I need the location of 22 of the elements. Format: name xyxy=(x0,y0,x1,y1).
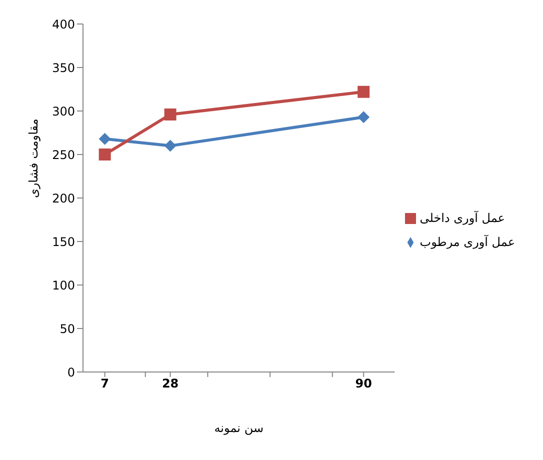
x-axis-title: سن نمونه xyxy=(214,421,264,435)
point xyxy=(98,132,111,145)
y-tick-label: 200 xyxy=(52,191,75,206)
y-tick-label: 400 xyxy=(52,17,75,32)
x-tick-label: 28 xyxy=(162,376,179,391)
point xyxy=(164,108,176,120)
y-tick-label: 150 xyxy=(52,234,75,249)
point xyxy=(98,148,111,160)
y-axis-title: مقاومت فشاری xyxy=(26,118,40,198)
legend-label: عمل آوری داخلی xyxy=(420,211,505,225)
point xyxy=(164,140,176,152)
y-tick-label: 250 xyxy=(52,148,75,162)
y-tick-label: 100 xyxy=(52,278,75,292)
x-tick-label: 7 xyxy=(100,376,110,391)
y-tick-label: 50 xyxy=(60,322,75,336)
point xyxy=(358,111,370,124)
x-tick-label: 90 xyxy=(355,376,372,391)
y-tick-label: 350 xyxy=(52,60,75,75)
legend-label: عمل آوری مرطوب xyxy=(420,235,515,249)
y-tick-label: 300 xyxy=(52,104,75,118)
point xyxy=(358,86,370,98)
y-tick-label: 0 xyxy=(67,365,75,380)
